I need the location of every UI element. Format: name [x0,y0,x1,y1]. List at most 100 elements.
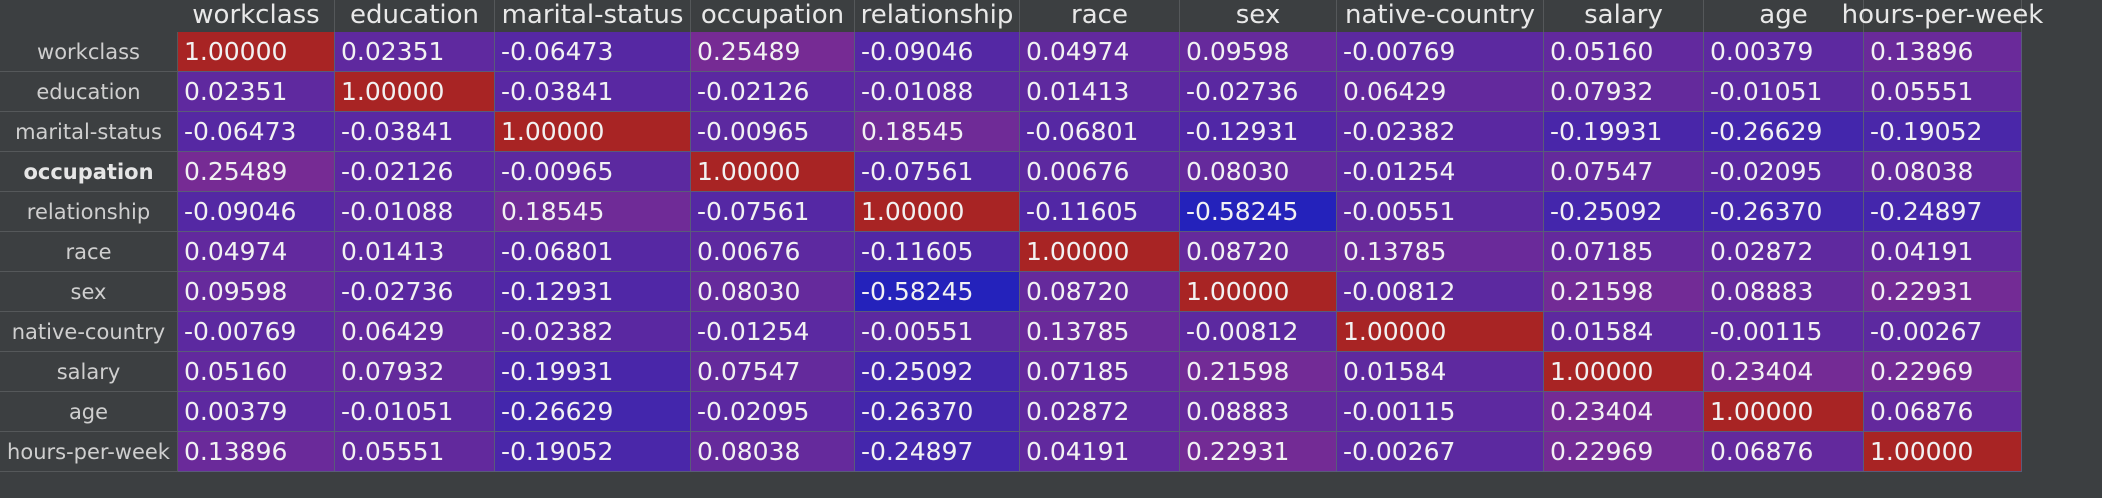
table-cell[interactable]: -0.58245 [1180,192,1337,232]
table-cell[interactable]: 0.04191 [1020,432,1180,472]
table-cell[interactable]: 0.13785 [1020,312,1180,352]
table-cell[interactable]: 0.13896 [178,432,335,472]
table-cell[interactable]: 0.08883 [1704,272,1864,312]
table-cell[interactable]: 0.00676 [1020,152,1180,192]
table-cell[interactable]: 0.02872 [1704,232,1864,272]
table-cell[interactable]: 0.22969 [1544,432,1704,472]
table-cell[interactable]: -0.02382 [1337,112,1544,152]
table-cell[interactable]: 1.00000 [1020,232,1180,272]
table-cell[interactable]: 0.07547 [1544,152,1704,192]
table-cell[interactable]: -0.01088 [855,72,1020,112]
row-header[interactable]: native-country [0,312,178,352]
table-cell[interactable]: 0.04974 [1020,32,1180,72]
table-cell[interactable]: 0.04974 [178,232,335,272]
table-cell[interactable]: -0.24897 [1864,192,2022,232]
row-header[interactable]: race [0,232,178,272]
table-cell[interactable]: 0.18545 [855,112,1020,152]
table-cell[interactable]: 0.05160 [1544,32,1704,72]
table-cell[interactable]: -0.03841 [335,112,495,152]
table-cell[interactable]: -0.06801 [1020,112,1180,152]
table-cell[interactable]: -0.00812 [1180,312,1337,352]
table-cell[interactable]: 0.01413 [1020,72,1180,112]
table-cell[interactable]: 0.08030 [1180,152,1337,192]
table-cell[interactable]: 0.01413 [335,232,495,272]
table-cell[interactable]: 0.05551 [1864,72,2022,112]
table-cell[interactable]: 0.05551 [335,432,495,472]
column-header[interactable]: education [335,0,495,32]
table-cell[interactable]: 1.00000 [495,112,691,152]
row-header[interactable]: workclass [0,32,178,72]
table-cell[interactable]: -0.19052 [1864,112,2022,152]
table-cell[interactable]: -0.06473 [178,112,335,152]
table-cell[interactable]: -0.01254 [691,312,855,352]
table-cell[interactable]: -0.02736 [1180,72,1337,112]
table-cell[interactable]: -0.19931 [495,352,691,392]
table-cell[interactable]: 1.00000 [1704,392,1864,432]
table-cell[interactable]: 0.23404 [1544,392,1704,432]
table-cell[interactable]: 0.08038 [1864,152,2022,192]
table-cell[interactable]: -0.06473 [495,32,691,72]
table-cell[interactable]: -0.26629 [1704,112,1864,152]
row-header[interactable]: education [0,72,178,112]
table-cell[interactable]: 1.00000 [1864,432,2022,472]
table-cell[interactable]: -0.00965 [495,152,691,192]
table-cell[interactable]: -0.26370 [855,392,1020,432]
table-cell[interactable]: -0.09046 [855,32,1020,72]
table-cell[interactable]: 0.00676 [691,232,855,272]
table-cell[interactable]: -0.12931 [1180,112,1337,152]
table-cell[interactable]: 0.06429 [1337,72,1544,112]
table-cell[interactable]: 1.00000 [335,72,495,112]
table-cell[interactable]: 0.18545 [495,192,691,232]
table-cell[interactable]: 0.08720 [1180,232,1337,272]
table-cell[interactable]: 0.13785 [1337,232,1544,272]
table-cell[interactable]: -0.02095 [1704,152,1864,192]
table-cell[interactable]: -0.00551 [855,312,1020,352]
table-cell[interactable]: 0.01584 [1544,312,1704,352]
table-cell[interactable]: 0.23404 [1704,352,1864,392]
table-cell[interactable]: -0.00812 [1337,272,1544,312]
row-header[interactable]: occupation [0,152,178,192]
table-cell[interactable]: -0.09046 [178,192,335,232]
table-cell[interactable]: -0.00267 [1337,432,1544,472]
table-cell[interactable]: 1.00000 [691,152,855,192]
table-cell[interactable]: -0.07561 [855,152,1020,192]
table-cell[interactable]: -0.01051 [335,392,495,432]
column-header[interactable]: occupation [691,0,855,32]
table-cell[interactable]: -0.26629 [495,392,691,432]
table-cell[interactable]: -0.58245 [855,272,1020,312]
table-cell[interactable]: 0.07185 [1544,232,1704,272]
table-cell[interactable]: 0.08883 [1180,392,1337,432]
table-cell[interactable]: -0.00769 [178,312,335,352]
table-cell[interactable]: -0.02126 [691,72,855,112]
table-cell[interactable]: -0.00115 [1337,392,1544,432]
row-header[interactable]: hours-per-week [0,432,178,472]
table-cell[interactable]: 0.06876 [1704,432,1864,472]
row-header[interactable]: sex [0,272,178,312]
table-cell[interactable]: -0.01088 [335,192,495,232]
table-cell[interactable]: -0.12931 [495,272,691,312]
table-cell[interactable]: 0.08038 [691,432,855,472]
table-cell[interactable]: 0.09598 [1180,32,1337,72]
table-cell[interactable]: 0.08030 [691,272,855,312]
table-cell[interactable]: -0.00267 [1864,312,2022,352]
table-cell[interactable]: -0.01254 [1337,152,1544,192]
table-cell[interactable]: -0.25092 [1544,192,1704,232]
table-cell[interactable]: -0.07561 [691,192,855,232]
table-cell[interactable]: -0.06801 [495,232,691,272]
table-cell[interactable]: 0.06876 [1864,392,2022,432]
table-cell[interactable]: -0.00115 [1704,312,1864,352]
table-cell[interactable]: -0.25092 [855,352,1020,392]
table-cell[interactable]: -0.19931 [1544,112,1704,152]
table-cell[interactable]: 0.25489 [178,152,335,192]
table-cell[interactable]: 0.07932 [1544,72,1704,112]
column-header[interactable]: sex [1180,0,1337,32]
table-cell[interactable]: 0.00379 [1704,32,1864,72]
table-cell[interactable]: 1.00000 [1544,352,1704,392]
table-cell[interactable]: -0.00551 [1337,192,1544,232]
table-cell[interactable]: 0.06429 [335,312,495,352]
table-cell[interactable]: -0.02382 [495,312,691,352]
table-cell[interactable]: -0.01051 [1704,72,1864,112]
table-cell[interactable]: -0.11605 [1020,192,1180,232]
table-cell[interactable]: 0.07547 [691,352,855,392]
row-header[interactable]: age [0,392,178,432]
